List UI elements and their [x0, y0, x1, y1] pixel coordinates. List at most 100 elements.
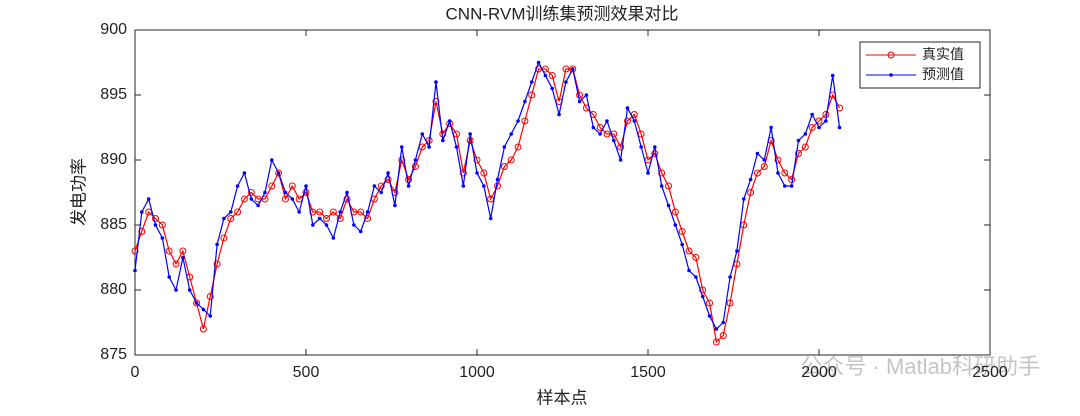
- data-point: [343, 195, 351, 203]
- data-point: [591, 125, 596, 130]
- data-point: [158, 221, 166, 229]
- data-point: [706, 299, 714, 307]
- data-point: [562, 65, 570, 73]
- y-tick-label: 890: [100, 151, 127, 168]
- data-point: [671, 208, 679, 216]
- data-point: [140, 210, 144, 214]
- data-point: [514, 143, 522, 151]
- y-tick-label: 885: [100, 216, 127, 233]
- data-point: [569, 65, 577, 73]
- data-point: [576, 91, 584, 99]
- data-point: [276, 171, 281, 175]
- data-point: [357, 208, 365, 216]
- x-tick-label: 500: [293, 364, 320, 381]
- data-point: [181, 255, 185, 260]
- data-point: [165, 247, 173, 255]
- data-point: [673, 223, 678, 227]
- data-point: [138, 228, 146, 235]
- data-point: [194, 301, 199, 305]
- data-point: [482, 184, 486, 188]
- data-point: [323, 215, 331, 222]
- data-point: [215, 242, 219, 247]
- data-point: [434, 80, 438, 84]
- data-point: [753, 169, 761, 177]
- data-point: [213, 260, 221, 268]
- data-point: [475, 171, 479, 175]
- data-point: [653, 145, 657, 149]
- data-point: [146, 197, 151, 201]
- data-point: [536, 60, 541, 65]
- data-point: [427, 145, 431, 149]
- data-point: [324, 223, 329, 227]
- data-point: [837, 125, 842, 130]
- data-point: [712, 338, 720, 346]
- data-point: [719, 332, 727, 339]
- data-point: [268, 182, 276, 190]
- y-tick-label: 875: [100, 346, 127, 363]
- series-line: [134, 61, 841, 330]
- data-point: [413, 158, 418, 162]
- data-point: [623, 117, 631, 125]
- data-point: [473, 156, 481, 164]
- data-point: [605, 119, 609, 123]
- data-point: [228, 210, 233, 214]
- axes-box: [134, 29, 991, 356]
- data-point: [707, 314, 712, 318]
- data-point: [632, 119, 637, 123]
- data-point: [612, 138, 616, 143]
- data-point: [543, 73, 548, 78]
- data-point: [665, 182, 673, 190]
- data-point: [776, 171, 780, 175]
- data-point: [794, 150, 802, 157]
- data-point: [329, 208, 337, 216]
- data-point: [316, 208, 324, 216]
- data-point: [398, 156, 406, 164]
- data-point: [131, 247, 139, 255]
- data-point: [281, 195, 289, 203]
- data-point: [830, 73, 835, 78]
- data-point: [480, 169, 488, 177]
- data-point: [548, 72, 556, 79]
- x-tick-label: 1500: [630, 364, 666, 381]
- data-point: [781, 169, 789, 177]
- data-point: [405, 176, 413, 183]
- data-point: [659, 184, 664, 188]
- data-point: [208, 314, 213, 318]
- data-point: [564, 80, 568, 84]
- data-point: [309, 208, 317, 216]
- data-point: [603, 130, 611, 138]
- data-point: [789, 184, 794, 188]
- data-point: [459, 169, 467, 177]
- data-point: [406, 184, 411, 188]
- data-point: [509, 132, 513, 136]
- legend-marker: [887, 51, 895, 59]
- series-line: [134, 68, 841, 344]
- data-point: [235, 184, 240, 188]
- data-point: [172, 260, 180, 268]
- data-point: [796, 138, 801, 143]
- data-point: [625, 106, 630, 110]
- legend-label: 预测值: [922, 67, 964, 83]
- data-point: [694, 275, 698, 279]
- data-point: [810, 112, 814, 117]
- data-point: [747, 189, 755, 196]
- data-point: [507, 156, 515, 164]
- data-point: [222, 216, 226, 221]
- data-point: [234, 208, 242, 216]
- data-point: [379, 190, 384, 195]
- data-point: [345, 190, 349, 195]
- data-point: [153, 223, 158, 227]
- data-point: [584, 93, 589, 97]
- data-point: [461, 184, 466, 188]
- data-point: [639, 145, 643, 149]
- data-point: [304, 184, 308, 188]
- data-point: [557, 112, 561, 117]
- data-point: [762, 158, 767, 162]
- x-axis-label: 样本点: [537, 389, 588, 409]
- data-point: [249, 197, 254, 201]
- data-point: [263, 190, 267, 195]
- data-point: [420, 132, 425, 136]
- y-tick-label: 900: [100, 21, 127, 38]
- data-point: [502, 145, 507, 149]
- data-point: [199, 325, 207, 333]
